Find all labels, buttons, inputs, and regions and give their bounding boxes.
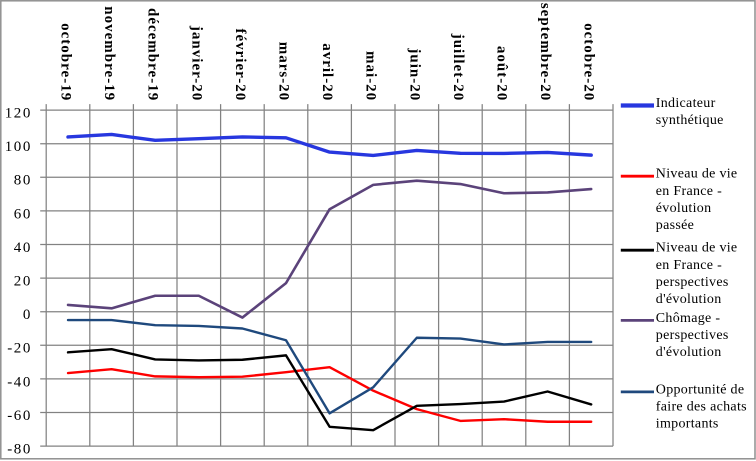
svg-text:janvier-20: janvier-20 <box>188 25 204 101</box>
svg-text:synthétique: synthétique <box>656 113 724 128</box>
svg-text:Chômage -: Chômage - <box>656 311 721 326</box>
svg-text:faire des achats: faire des achats <box>656 400 747 415</box>
svg-text:perspectives: perspectives <box>656 275 729 290</box>
svg-text:évolution: évolution <box>656 201 712 216</box>
svg-text:Niveau de vie: Niveau de vie <box>656 167 738 182</box>
svg-text:0: 0 <box>23 307 32 323</box>
svg-text:120: 120 <box>5 106 32 122</box>
svg-text:-60: -60 <box>7 408 32 424</box>
svg-text:décembre-19: décembre-19 <box>145 8 161 101</box>
svg-text:-20: -20 <box>7 341 32 357</box>
svg-text:100: 100 <box>5 139 32 155</box>
svg-text:80: 80 <box>14 173 32 189</box>
svg-text:juillet-20: juillet-20 <box>450 33 466 102</box>
svg-text:60: 60 <box>14 206 32 222</box>
svg-text:septembre-20: septembre-20 <box>537 3 553 101</box>
svg-text:octobre-19: octobre-19 <box>57 23 73 101</box>
svg-text:en France -: en France - <box>656 184 722 199</box>
svg-text:novembre-19: novembre-19 <box>101 6 117 101</box>
svg-text:40: 40 <box>14 240 32 256</box>
svg-text:février-20: février-20 <box>232 28 248 101</box>
svg-text:Indicateur: Indicateur <box>656 96 716 111</box>
svg-text:mai-20: mai-20 <box>363 51 379 101</box>
svg-text:-80: -80 <box>7 442 32 458</box>
svg-text:20: 20 <box>14 274 32 290</box>
svg-text:juin-20: juin-20 <box>406 47 422 101</box>
svg-text:perspectives: perspectives <box>656 328 729 343</box>
svg-text:octobre-20: octobre-20 <box>581 23 597 101</box>
svg-text:d'évolution: d'évolution <box>656 345 722 360</box>
svg-text:août-20: août-20 <box>493 46 509 101</box>
svg-text:en France -: en France - <box>656 258 722 273</box>
svg-text:mars-20: mars-20 <box>275 42 291 102</box>
svg-text:Opportunité de: Opportunité de <box>656 382 745 397</box>
svg-text:avril-20: avril-20 <box>319 43 335 101</box>
svg-text:passée: passée <box>656 218 694 233</box>
svg-text:-40: -40 <box>7 374 32 390</box>
svg-text:importants: importants <box>656 417 719 432</box>
svg-text:d'évolution: d'évolution <box>656 292 722 307</box>
svg-text:Niveau de vie: Niveau de vie <box>656 241 738 256</box>
